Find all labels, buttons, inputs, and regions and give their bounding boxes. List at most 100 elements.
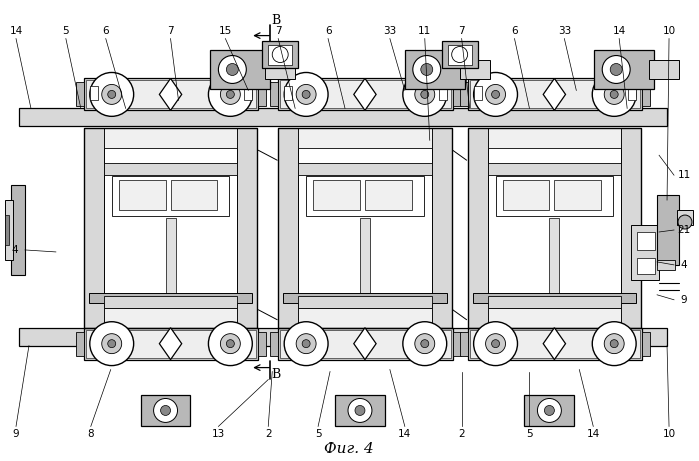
Text: B: B (272, 14, 281, 27)
Circle shape (545, 406, 554, 415)
Bar (470, 330, 640, 358)
Bar (439, 86, 447, 100)
Circle shape (208, 72, 252, 116)
Bar (554, 180, 601, 210)
Bar (470, 81, 640, 108)
Text: 8: 8 (87, 429, 94, 439)
Text: 6: 6 (103, 26, 109, 35)
Bar (496, 176, 613, 216)
Bar (84, 78, 258, 110)
Circle shape (538, 398, 561, 422)
Circle shape (272, 47, 288, 63)
Bar (109, 308, 168, 358)
Polygon shape (543, 78, 565, 110)
Bar (19, 328, 667, 346)
Bar (86, 81, 257, 108)
Bar (313, 180, 360, 210)
Text: 11: 11 (418, 26, 431, 35)
Bar (238, 128, 257, 328)
Bar (75, 332, 84, 355)
Bar (173, 308, 232, 358)
Text: 10: 10 (663, 429, 676, 439)
Bar (271, 83, 278, 106)
Circle shape (226, 340, 234, 348)
Bar (468, 328, 642, 360)
Circle shape (218, 55, 246, 83)
Bar (637, 258, 655, 274)
Bar (258, 83, 266, 106)
Text: 2: 2 (265, 429, 271, 439)
Text: 33: 33 (558, 26, 571, 35)
Bar (631, 225, 659, 280)
Bar (649, 59, 679, 79)
Text: 13: 13 (212, 429, 225, 439)
Circle shape (491, 340, 500, 348)
Text: 14: 14 (9, 26, 22, 35)
Circle shape (296, 84, 316, 104)
Circle shape (284, 322, 328, 366)
Circle shape (415, 84, 435, 104)
Bar (637, 232, 655, 250)
Bar (488, 308, 621, 328)
Bar (5, 200, 13, 260)
Bar (447, 45, 472, 65)
Bar (84, 128, 257, 328)
Bar (468, 128, 641, 328)
Circle shape (604, 334, 624, 354)
Bar (642, 332, 650, 355)
Circle shape (161, 406, 171, 415)
Bar (280, 81, 451, 108)
Bar (474, 86, 482, 100)
Circle shape (678, 215, 692, 229)
Text: 9: 9 (13, 429, 20, 439)
Bar (642, 83, 650, 106)
Bar (453, 332, 461, 355)
Bar (628, 86, 636, 100)
Bar (473, 293, 636, 303)
Bar (89, 86, 98, 100)
Bar (171, 180, 217, 210)
Bar (493, 308, 552, 358)
Circle shape (421, 340, 428, 348)
Circle shape (452, 47, 468, 63)
Text: 14: 14 (612, 26, 626, 35)
Circle shape (610, 340, 618, 348)
Bar (488, 163, 621, 175)
Bar (442, 41, 477, 69)
Bar (166, 218, 175, 298)
Text: 33: 33 (383, 26, 396, 35)
Text: 5: 5 (526, 429, 533, 439)
Bar (657, 260, 675, 270)
Polygon shape (159, 78, 182, 110)
Bar (278, 128, 452, 328)
Text: 7: 7 (459, 26, 465, 35)
Circle shape (296, 334, 316, 354)
Text: 14: 14 (586, 429, 600, 439)
Text: 21: 21 (677, 225, 691, 235)
Circle shape (108, 340, 116, 348)
Bar (5, 215, 9, 245)
Circle shape (474, 322, 517, 366)
Bar (84, 328, 258, 360)
Bar (488, 296, 621, 308)
Bar (278, 128, 298, 328)
Bar (89, 293, 252, 303)
Circle shape (284, 72, 328, 116)
Circle shape (403, 322, 447, 366)
Text: B: B (272, 367, 281, 380)
Bar (103, 308, 238, 328)
Circle shape (355, 406, 365, 415)
Bar (75, 83, 84, 106)
Text: 6: 6 (325, 26, 331, 35)
Bar (621, 128, 641, 328)
Bar (268, 45, 292, 65)
Circle shape (302, 340, 310, 348)
Bar (557, 308, 617, 358)
Circle shape (610, 90, 618, 98)
Bar (594, 49, 654, 89)
Circle shape (415, 334, 435, 354)
Bar (503, 180, 549, 210)
Text: 2: 2 (459, 429, 465, 439)
Circle shape (474, 72, 517, 116)
Bar (86, 330, 257, 358)
